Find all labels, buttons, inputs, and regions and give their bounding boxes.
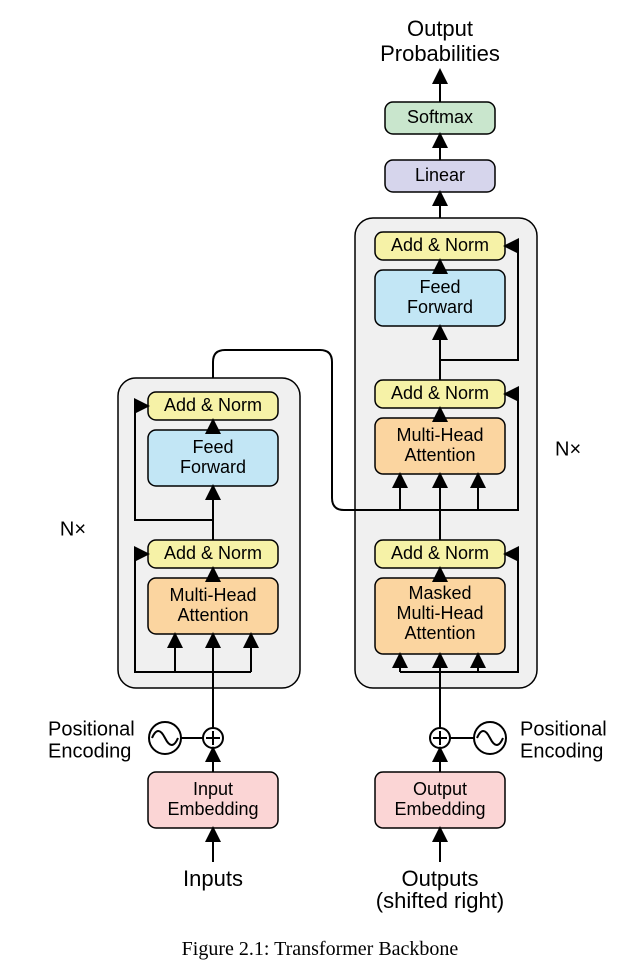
in-emb-l1: Input (193, 779, 233, 799)
out-emb-l2: Embedding (394, 799, 485, 819)
dec-ffn-l1: Feed (419, 277, 460, 297)
enc-pe-label-1: Positional (48, 718, 135, 740)
enc-mha-l2: Attention (177, 605, 248, 625)
enc-addnorm-1-label: Add & Norm (164, 395, 262, 415)
softmax-label: Softmax (407, 107, 473, 127)
enc-ffn-l2: Forward (180, 457, 246, 477)
output-label-1: Output (407, 16, 473, 41)
nx-left: N× (60, 518, 86, 540)
out-emb-l1: Output (413, 779, 467, 799)
transformer-diagram: Output Probabilities Softmax Linear N× A… (0, 0, 640, 971)
nx-right: N× (555, 438, 581, 460)
dec-mmha-l1: Masked (408, 583, 471, 603)
dec-pe-label-2: Encoding (520, 740, 603, 762)
enc-mha-l1: Multi-Head (169, 585, 256, 605)
linear-label: Linear (415, 165, 465, 185)
dec-mmha-l3: Attention (404, 623, 475, 643)
enc-pe-label-2: Encoding (48, 740, 131, 762)
dec-mmha-l2: Multi-Head (396, 603, 483, 623)
output-label-2: Probabilities (380, 41, 500, 66)
enc-ffn-l1: Feed (192, 437, 233, 457)
enc-addnorm-2-label: Add & Norm (164, 543, 262, 563)
in-emb-l2: Embedding (167, 799, 258, 819)
encoder-stack (118, 378, 300, 688)
dec-addnorm-3-label: Add & Norm (391, 543, 489, 563)
dec-cross-l1: Multi-Head (396, 425, 483, 445)
dec-pe-label-1: Positional (520, 718, 607, 740)
dec-ffn-l2: Forward (407, 297, 473, 317)
outputs-label-2: (shifted right) (376, 888, 504, 913)
dec-addnorm-2-label: Add & Norm (391, 383, 489, 403)
figure-caption: Figure 2.1: Transformer Backbone (182, 938, 459, 960)
dec-addnorm-1-label: Add & Norm (391, 235, 489, 255)
dec-cross-l2: Attention (404, 445, 475, 465)
inputs-label: Inputs (183, 866, 243, 891)
